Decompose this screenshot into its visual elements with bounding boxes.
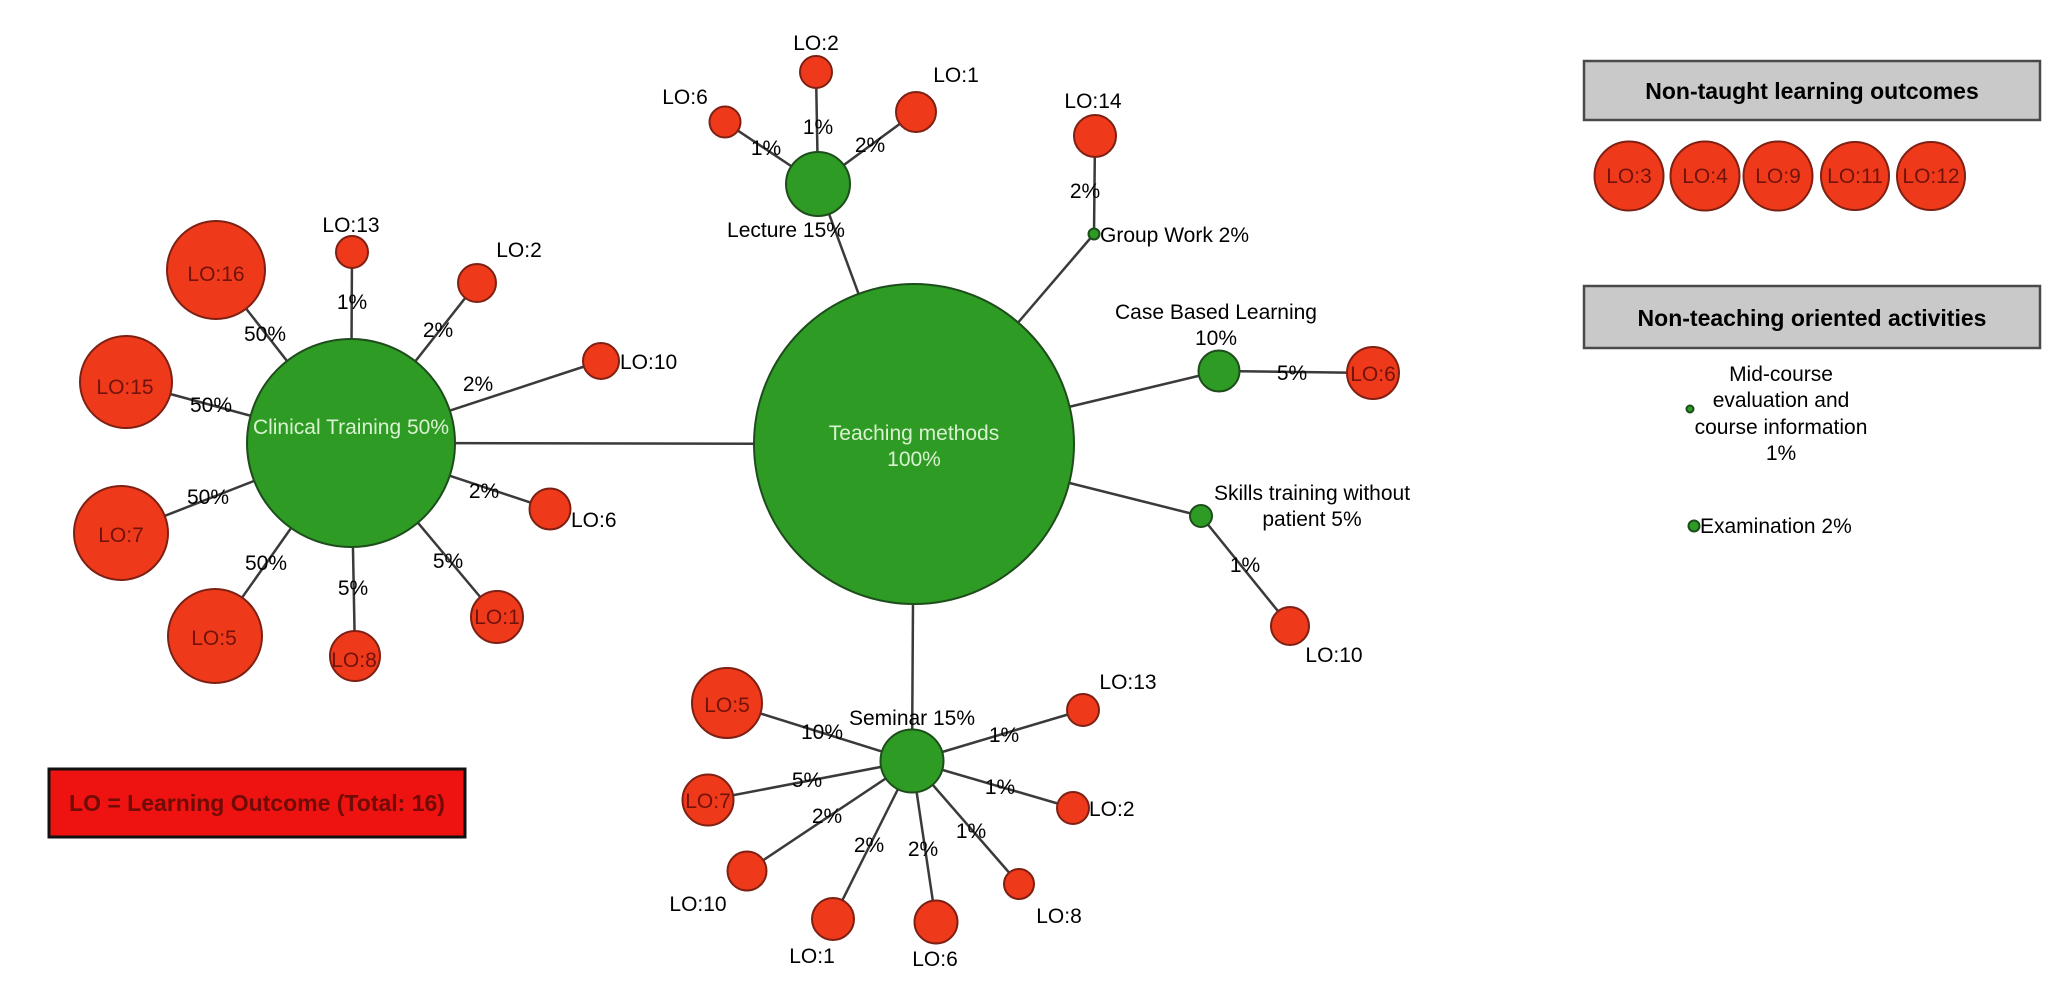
svg-text:LO:10: LO:10	[620, 351, 677, 374]
svg-text:Teaching methods: Teaching methods	[829, 422, 999, 445]
svg-text:LO:8: LO:8	[1036, 905, 1082, 928]
svg-text:100%: 100%	[887, 448, 941, 471]
svg-text:1%: 1%	[803, 116, 833, 139]
svg-text:LO:7: LO:7	[685, 790, 731, 813]
svg-text:5%: 5%	[338, 577, 368, 600]
svg-text:50%: 50%	[244, 323, 286, 346]
svg-text:course information: course information	[1695, 416, 1868, 439]
svg-text:LO:5: LO:5	[191, 627, 237, 650]
svg-text:LO:15: LO:15	[96, 376, 153, 399]
svg-text:patient 5%: patient 5%	[1262, 508, 1361, 531]
svg-text:2%: 2%	[1070, 180, 1100, 203]
svg-text:LO:6: LO:6	[662, 86, 708, 109]
svg-text:Mid-course: Mid-course	[1729, 363, 1833, 386]
svg-text:Case Based Learning: Case Based Learning	[1115, 301, 1317, 324]
svg-text:LO:1: LO:1	[474, 606, 520, 629]
svg-text:2%: 2%	[812, 805, 842, 828]
svg-text:Group Work 2%: Group Work 2%	[1100, 224, 1249, 247]
svg-text:10%: 10%	[801, 721, 843, 744]
svg-text:1%: 1%	[985, 776, 1015, 799]
svg-text:LO:6: LO:6	[1350, 363, 1396, 386]
svg-text:1%: 1%	[1230, 554, 1260, 577]
svg-text:2%: 2%	[908, 838, 938, 861]
svg-text:Skills training without: Skills training without	[1214, 482, 1410, 505]
svg-text:Examination 2%: Examination 2%	[1700, 515, 1852, 538]
svg-text:LO:13: LO:13	[1099, 671, 1156, 694]
svg-text:LO:2: LO:2	[1089, 798, 1135, 821]
svg-text:5%: 5%	[1277, 362, 1307, 385]
svg-text:2%: 2%	[855, 134, 885, 157]
svg-text:50%: 50%	[190, 394, 232, 417]
svg-text:LO:5: LO:5	[704, 694, 750, 717]
svg-text:Non-taught learning outcomes: Non-taught learning outcomes	[1645, 78, 1979, 104]
svg-text:50%: 50%	[187, 486, 229, 509]
svg-text:LO:6: LO:6	[571, 509, 617, 532]
svg-text:LO:1: LO:1	[789, 945, 835, 968]
svg-text:50%: 50%	[245, 552, 287, 575]
svg-text:5%: 5%	[433, 550, 463, 573]
svg-text:LO:6: LO:6	[912, 948, 958, 971]
svg-text:LO:11: LO:11	[1827, 165, 1883, 188]
svg-text:1%: 1%	[956, 820, 986, 843]
svg-text:2%: 2%	[469, 480, 499, 503]
svg-text:LO:12: LO:12	[1902, 165, 1959, 188]
svg-text:LO:4: LO:4	[1682, 165, 1728, 188]
svg-text:LO:16: LO:16	[187, 263, 244, 286]
svg-text:10%: 10%	[1195, 327, 1237, 350]
svg-text:2%: 2%	[463, 373, 493, 396]
svg-text:1%: 1%	[1766, 442, 1796, 465]
svg-text:Clinical Training 50%: Clinical Training 50%	[253, 416, 449, 439]
svg-text:LO:9: LO:9	[1755, 165, 1801, 188]
svg-text:Seminar 15%: Seminar 15%	[849, 707, 975, 730]
svg-text:LO:14: LO:14	[1064, 90, 1122, 113]
svg-text:LO:8: LO:8	[331, 649, 377, 672]
svg-text:1%: 1%	[989, 724, 1019, 747]
svg-text:evaluation and: evaluation and	[1713, 389, 1850, 412]
svg-text:LO:1: LO:1	[933, 64, 979, 87]
svg-text:2%: 2%	[423, 319, 453, 342]
svg-text:1%: 1%	[337, 291, 367, 314]
svg-text:LO:2: LO:2	[793, 32, 839, 55]
svg-text:LO:7: LO:7	[98, 524, 144, 547]
svg-text:2%: 2%	[854, 834, 884, 857]
svg-text:5%: 5%	[792, 769, 822, 792]
svg-text:Lecture 15%: Lecture 15%	[727, 219, 845, 242]
svg-text:1%: 1%	[751, 137, 781, 160]
svg-text:LO:10: LO:10	[1305, 644, 1362, 667]
svg-text:LO:10: LO:10	[669, 893, 726, 916]
svg-text:LO:3: LO:3	[1606, 165, 1652, 188]
svg-text:Non-teaching oriented activiti: Non-teaching oriented activities	[1638, 305, 1987, 331]
svg-text:LO:13: LO:13	[322, 214, 379, 237]
svg-text:LO:2: LO:2	[496, 239, 542, 262]
svg-text:LO = Learning Outcome (Total:: LO = Learning Outcome (Total: 16)	[69, 790, 445, 816]
